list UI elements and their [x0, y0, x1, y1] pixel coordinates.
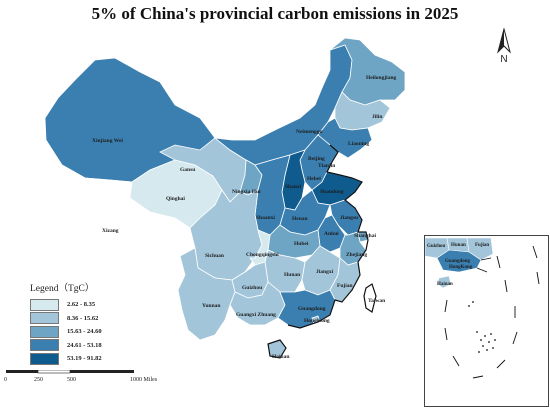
south-china-sea-inset: Guizhou Hunan Fujian Guangdong HongKong …: [424, 235, 549, 407]
label-hubei: Hubei: [294, 241, 309, 247]
label-jiangsu: Jiangsu: [340, 215, 358, 221]
scale-bar-graphic: [6, 370, 134, 374]
label-yunnan: Yunnan: [202, 303, 220, 309]
legend-swatch: [30, 339, 59, 352]
label-zhejiang: Zhejiang: [346, 252, 367, 258]
label-hainan: Hainan: [272, 354, 289, 360]
label-guizhou: Guizhou: [242, 285, 262, 291]
scale-tick-0: 0: [4, 377, 7, 383]
coastline: [267, 144, 377, 359]
label-beijing: Beijing: [308, 156, 325, 162]
label-liaoning: Liaoning: [348, 141, 369, 147]
scale-tick-1000: 1000 Miles: [130, 377, 158, 383]
label-jiangxi: Jiangxi: [316, 269, 334, 275]
label-gansu: Gansu: [180, 167, 195, 173]
legend-label: 8.36 - 15.62: [67, 314, 99, 322]
legend-swatch: [30, 298, 59, 311]
nine-dash-line: [444, 245, 540, 379]
legend: Legend（TgC） 2.62 - 8.35 8.36 - 15.62 15.…: [30, 280, 140, 366]
scale-tick-500: 500: [67, 377, 76, 383]
scale-bar: 0 250 500 1000 Miles: [2, 370, 172, 388]
label-shanghai: Shanghai: [354, 233, 376, 239]
label-neimenggu: Neimenggu: [296, 129, 323, 135]
legend-item: 15.63 - 24.60: [30, 325, 140, 339]
label-ningxia: Ningxia Hui: [232, 189, 261, 195]
inset-label-fujian: Fujian: [475, 243, 489, 248]
inset-label-guangdong: Guangdong: [445, 259, 471, 264]
province-yunnan[interactable]: [177, 247, 236, 341]
label-shanxi: Shanxi: [285, 184, 302, 190]
north-arrow: N: [494, 27, 514, 65]
label-tianjin: Tianjin: [318, 163, 335, 169]
legend-item: 24.61 - 53.18: [30, 339, 140, 353]
legend-swatch: [30, 325, 59, 338]
label-taiwan: Taiwan: [368, 298, 385, 304]
inset-label-hainan: Hainan: [437, 282, 453, 287]
label-guangxi: Guangxi Zhuang: [236, 312, 276, 318]
legend-label: 53.19 - 91.82: [67, 355, 102, 363]
label-fujian: Fujian: [337, 283, 353, 289]
label-jilin: Jilin: [372, 114, 382, 120]
inset-hainan: [436, 275, 452, 289]
legend-item: 8.36 - 15.62: [30, 312, 140, 326]
label-shaanxi: Shaanxi: [256, 215, 275, 221]
inset-map: Guizhou Hunan Fujian Guangdong HongKong …: [425, 237, 540, 379]
label-chongqing: Chongqingshi: [246, 252, 279, 258]
label-heilongjiang: Heilongjiang: [366, 75, 397, 81]
label-hunan: Hunan: [284, 272, 300, 278]
legend-label: 15.63 - 24.60: [67, 328, 102, 336]
scale-tick-250: 250: [34, 377, 43, 383]
legend-item: 2.62 - 8.35: [30, 298, 140, 312]
north-arrow-icon: [497, 27, 511, 54]
inset-fujian: [466, 237, 494, 261]
label-henan: Henan: [292, 216, 308, 222]
legend-title: Legend（TgC）: [30, 284, 95, 294]
legend-label: 2.62 - 8.35: [67, 301, 96, 309]
inset-label-guizhou: Guizhou: [427, 244, 446, 249]
label-sichuan: Sichuan: [205, 253, 224, 259]
province-heilongjiang[interactable]: [329, 37, 406, 106]
map-title: 5% of China's provincial carbon emission…: [91, 4, 459, 23]
province-jilin[interactable]: [334, 91, 391, 131]
legend-label: 24.61 - 53.18: [67, 341, 102, 349]
label-guangdong: Guangdong: [298, 306, 326, 312]
label-hebei: Hebei: [307, 176, 321, 182]
label-qinghai: Qinghai: [166, 196, 185, 202]
label-anhui: Anhui: [324, 231, 339, 237]
legend-swatch: [30, 312, 59, 325]
inset-label-hongkong: HongKong: [449, 265, 473, 270]
legend-item: 53.19 - 91.82: [30, 352, 140, 366]
north-letter: N: [500, 54, 508, 65]
inset-label-hunan: Hunan: [451, 243, 466, 248]
label-hongkong: HongKong: [304, 318, 330, 324]
label-shandong: Shandong: [320, 189, 344, 195]
inset-guangdong: [436, 249, 482, 273]
legend-swatch: [30, 352, 59, 365]
inset-islands: [468, 301, 496, 353]
label-xizang: Xizang: [102, 228, 119, 234]
label-xinjiang: Xinjiang Wei: [92, 138, 123, 144]
